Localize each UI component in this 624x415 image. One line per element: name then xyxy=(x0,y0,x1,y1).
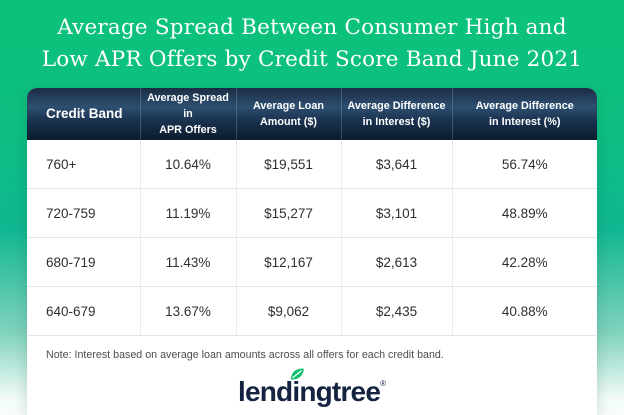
registered-trademark: ® xyxy=(380,379,387,388)
logo-wordmark: lendingtree xyxy=(237,376,381,407)
leaf-icon xyxy=(288,365,306,388)
cell-diff-percent: 56.74% xyxy=(452,140,597,189)
table-row: 720-759 11.19% $15,277 $3,101 48.89% xyxy=(27,188,597,238)
apr-spread-table: Credit Band Average Spread in APR Offers… xyxy=(27,88,597,336)
cell-credit-band: 720-759 xyxy=(27,188,141,238)
cell-avg-spread: 11.43% xyxy=(140,237,237,287)
table-row: 760+ 10.64% $19,551 $3,641 56.74% xyxy=(27,140,597,189)
cell-avg-loan: $15,277 xyxy=(236,188,342,238)
cell-avg-loan: $9,062 xyxy=(236,286,342,336)
cell-credit-band: 640-679 xyxy=(27,286,141,336)
footnote: Note: Interest based on average loan amo… xyxy=(46,349,444,361)
cell-diff-dollars: $3,641 xyxy=(341,140,453,189)
cell-diff-dollars: $3,101 xyxy=(341,188,453,238)
cell-credit-band: 680-719 xyxy=(27,237,141,287)
table-header-row: Credit Band Average Spread in APR Offers… xyxy=(27,88,597,140)
cell-credit-band: 760+ xyxy=(27,140,141,189)
column-header-avg-diff-percent: Average Difference in Interest (%) xyxy=(475,99,574,128)
column-header-credit-band: Credit Band xyxy=(27,88,141,140)
table-row: 680-719 11.43% $12,167 $2,613 42.28% xyxy=(27,237,597,287)
cell-diff-percent: 42.28% xyxy=(452,237,597,287)
cell-diff-dollars: $2,435 xyxy=(341,286,453,336)
column-header-avg-spread: Average Spread in APR Offers xyxy=(140,88,237,140)
cell-diff-dollars: $2,613 xyxy=(341,237,453,287)
title-line-1: Average Spread Between Consumer High and xyxy=(57,15,567,40)
title-line-2: Low APR Offers by Credit Score Band June… xyxy=(41,47,583,72)
cell-avg-loan: $12,167 xyxy=(236,237,342,287)
cell-avg-spread: 13.67% xyxy=(140,286,237,336)
table-row: 640-679 13.67% $9,062 $2,435 40.88% xyxy=(27,286,597,336)
column-header-avg-loan-amount: Average Loan Amount ($) xyxy=(236,88,342,140)
data-card: Credit Band Average Spread in APR Offers… xyxy=(27,88,597,415)
cell-avg-loan: $19,551 xyxy=(236,140,342,189)
cell-avg-spread: 10.64% xyxy=(140,140,237,189)
cell-diff-percent: 48.89% xyxy=(452,188,597,238)
page-title: Average Spread Between Consumer High and… xyxy=(0,0,624,76)
lendingtree-logo: lendingtree® xyxy=(27,368,597,407)
cell-diff-percent: 40.88% xyxy=(452,286,597,336)
column-header-avg-diff-dollars: Average Difference in Interest ($) xyxy=(341,88,453,140)
cell-avg-spread: 11.19% xyxy=(140,188,237,238)
